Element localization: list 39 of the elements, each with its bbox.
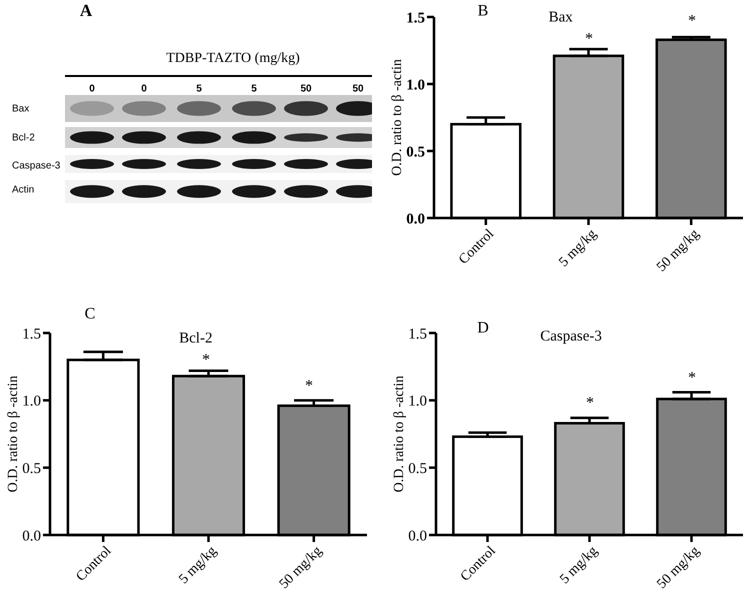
category-label: Caspase-3 (12, 160, 60, 172)
category-label: Bax (12, 104, 30, 114)
y-tick-label: 1.0 (406, 77, 425, 94)
annotation: D (477, 320, 489, 337)
y-axis-title: O.D. ratio to β -actin (392, 376, 407, 492)
y-tick-label: 0.0 (22, 528, 41, 544)
y-axis-title: O.D. ratio to β -actin (390, 59, 405, 176)
category-label: Bcl-2 (12, 132, 35, 144)
annotation: * (585, 30, 593, 48)
category-label: 50 (300, 84, 312, 94)
chart-title: Bax (548, 9, 574, 26)
chart-title: Caspase-3 (540, 328, 602, 344)
y-tick-label: 0.5 (408, 460, 427, 477)
annotation: B (478, 2, 488, 20)
category-label: Actin (12, 184, 34, 196)
y-tick-label: 0.5 (22, 460, 41, 477)
text: C (84, 306, 96, 323)
y-axis-title: O.D. ratio to β -actin (6, 376, 21, 492)
category-label: 50 (352, 84, 364, 94)
annotation: * (202, 352, 210, 369)
y-tick-label: 1.5 (22, 326, 41, 342)
y-tick-label: 0.5 (406, 144, 425, 160)
annotation: * (586, 394, 594, 412)
category-label: 5 (251, 84, 258, 94)
category-label: 0 (141, 84, 148, 94)
category-label: 5 (196, 84, 202, 94)
category-label: 0 (89, 84, 96, 94)
text: A (80, 0, 93, 20)
annotation: * (688, 12, 696, 30)
y-tick-label: 1.5 (406, 10, 425, 26)
y-tick-label: 0.0 (408, 528, 427, 544)
y-tick-label: 0.0 (406, 211, 425, 228)
annotation: * (688, 370, 696, 387)
text: TDBP-TAZTO (mg/kg) (166, 50, 300, 66)
y-tick-label: 1.5 (408, 326, 427, 342)
y-tick-label: 1.0 (408, 394, 427, 410)
chart-title: Bcl-2 (179, 330, 212, 346)
annotation: * (305, 378, 313, 395)
y-tick-label: 1.0 (22, 394, 41, 410)
